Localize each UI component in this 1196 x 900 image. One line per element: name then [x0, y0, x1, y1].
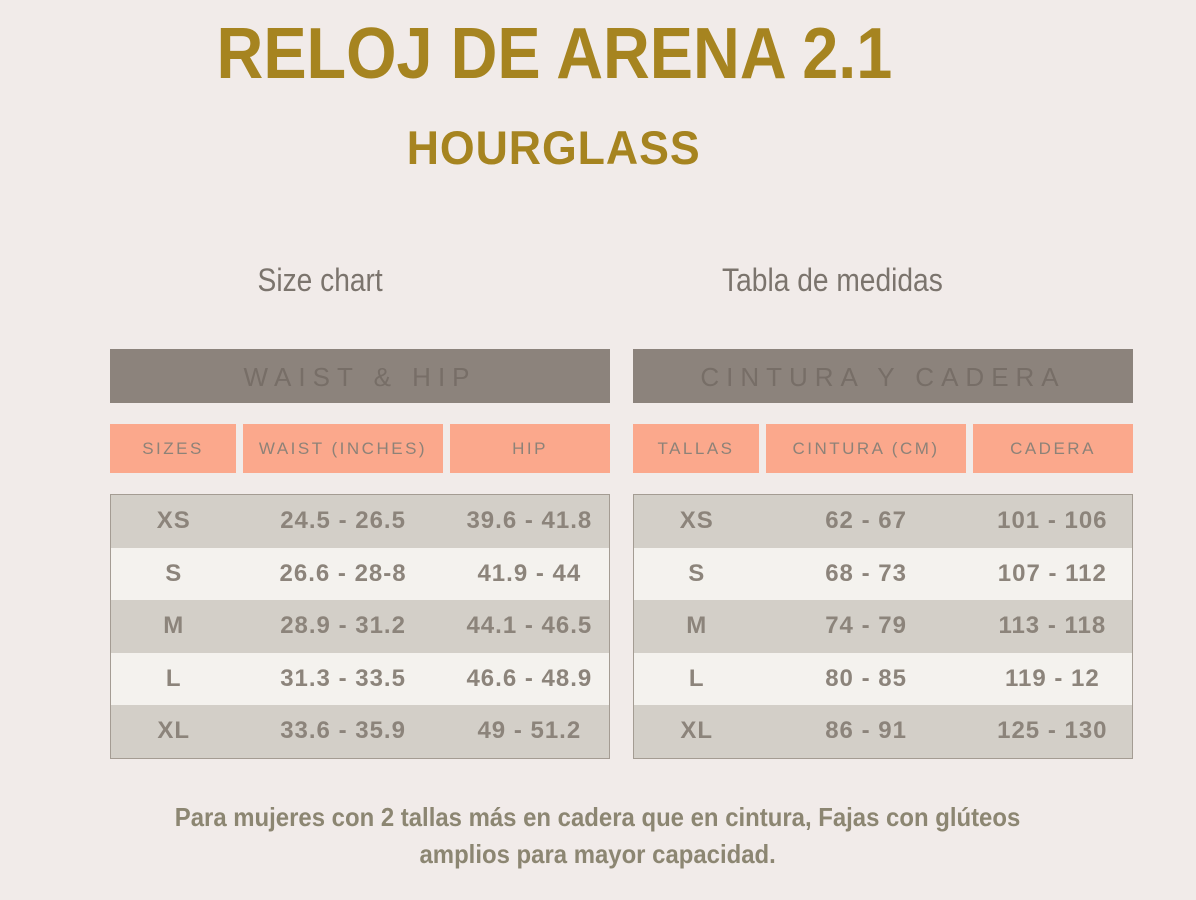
range-cell: 46.6 - 48.9 — [466, 664, 593, 692]
table-row: XS 24.5 - 26.5 39.6 - 41.8 — [111, 495, 609, 548]
range-cell: 49 - 51.2 — [477, 717, 582, 744]
table-row: M 74 - 79 113 - 118 — [634, 600, 1132, 653]
size-cell: M — [686, 612, 708, 639]
table-row: L 80 - 85 119 - 12 — [634, 652, 1132, 705]
size-cell: L — [688, 664, 705, 692]
range-cell: 28.9 - 31.2 — [280, 612, 406, 639]
table-row: L 31.3 - 33.5 46.6 - 48.9 — [111, 652, 609, 705]
size-table-body: XS 62 - 67 101 - 106 S 68 - 73 107 - 112 M 74 -… — [633, 494, 1133, 759]
waist-hip-band: WAIST & HIP — [110, 349, 610, 403]
size-chart-table-cm: CINTURA Y CADERA TALLAS CINTURA (CM) CADER… — [633, 0, 1133, 760]
range-cell: 125 - 130 — [997, 717, 1108, 744]
column-header: TALLAS — [633, 424, 759, 473]
range-cell: 68 - 73 — [825, 559, 907, 587]
range-cell: 113 - 118 — [998, 612, 1107, 639]
tabla-de-medidas-heading: Tabla de medidas — [721, 262, 943, 298]
size-cell: XL — [680, 717, 714, 744]
range-cell: 62 - 67 — [825, 507, 907, 534]
size-cell: S — [688, 559, 706, 587]
range-cell: 44.1 - 46.5 — [466, 612, 593, 639]
column-header: CINTURA (CM) — [766, 424, 966, 473]
table-row: XL 33.6 - 35.9 49 - 51.2 — [111, 705, 609, 758]
column-header: WAIST (INCHES) — [243, 424, 443, 473]
size-cell: S — [165, 559, 183, 587]
table-row: S 68 - 73 107 - 112 — [634, 547, 1132, 600]
column-header-row: SIZES WAIST (INCHES) HIP — [110, 424, 610, 473]
range-cell: 119 - 12 — [1004, 664, 1100, 692]
range-cell: 74 - 79 — [825, 612, 907, 639]
column-header: CADERA — [973, 424, 1133, 473]
cintura-cadera-band: CINTURA Y CADERA — [633, 349, 1133, 403]
size-cell: M — [163, 612, 185, 639]
range-cell: 41.9 - 44 — [477, 559, 582, 587]
column-header: SIZES — [110, 424, 236, 473]
range-cell: 107 - 112 — [997, 559, 1107, 587]
table-row: M 28.9 - 31.2 44.1 - 46.5 — [111, 600, 609, 653]
range-cell: 24.5 - 26.5 — [280, 507, 406, 534]
size-chart-heading: Size chart — [257, 262, 383, 298]
range-cell: 26.6 - 28-8 — [279, 559, 407, 587]
table-row: S 26.6 - 28-8 41.9 - 44 — [111, 547, 609, 600]
table-row: XL 86 - 91 125 - 130 — [634, 705, 1132, 758]
title-block: RELOJ DE ARENA 2.1 — [0, 14, 1108, 94]
range-cell: 101 - 106 — [997, 507, 1108, 534]
column-header-row: TALLAS CINTURA (CM) CADERA — [633, 424, 1133, 473]
note-line-2: amplios para mayor capacidad. — [419, 839, 777, 869]
range-cell: 31.3 - 33.5 — [280, 664, 406, 692]
size-cell: XS — [679, 507, 714, 534]
note-text: Para mujeres con 2 tallas más en cadera … — [0, 799, 1196, 873]
range-cell: 86 - 91 — [825, 717, 907, 744]
note-line-1: Para mujeres con 2 tallas más en cadera … — [175, 802, 1021, 832]
size-chart-table-inches: WAIST & HIP SIZES WAIST (INCHES) HIP XS 24.… — [110, 0, 610, 760]
range-cell: 33.6 - 35.9 — [280, 717, 406, 744]
column-header: HIP — [450, 424, 610, 473]
size-cell: XS — [156, 507, 191, 534]
page-title: RELOJ DE ARENA 2.1 — [216, 14, 892, 94]
page-subtitle: HOURGLASS — [407, 121, 701, 174]
range-cell: 39.6 - 41.8 — [466, 507, 593, 534]
range-cell: 80 - 85 — [825, 664, 907, 692]
size-cell: XL — [157, 717, 191, 744]
size-cell: L — [165, 664, 182, 692]
size-table-body: XS 24.5 - 26.5 39.6 - 41.8 S 26.6 - 28-8 41.9… — [110, 494, 610, 759]
subtitle-block: HOURGLASS — [0, 122, 1108, 174]
table-row: XS 62 - 67 101 - 106 — [634, 495, 1132, 548]
